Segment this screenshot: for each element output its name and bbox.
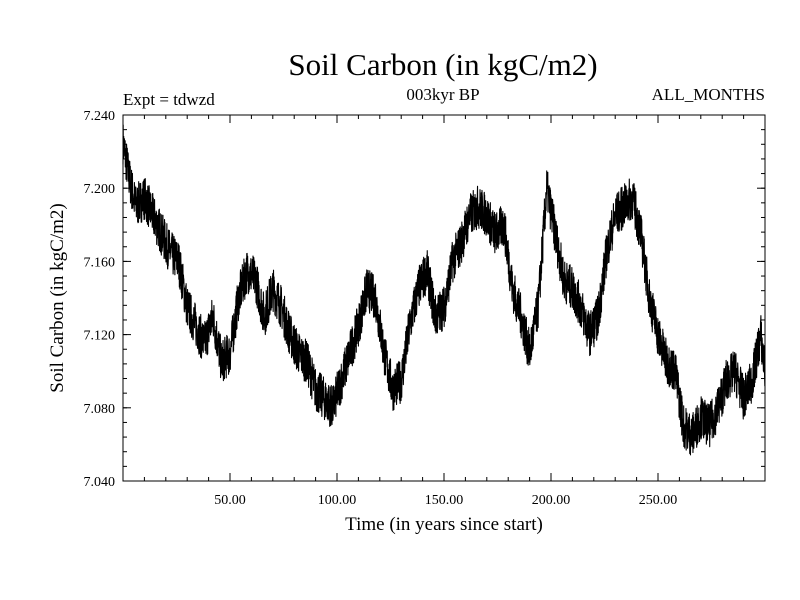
x-tick-label: 50.00 — [214, 493, 246, 508]
x-tick-label: 100.00 — [318, 493, 357, 508]
period-label: 003kyr BP — [406, 85, 479, 104]
x-tick-label: 200.00 — [532, 493, 571, 508]
x-axis-label: Time (in years since start) — [345, 514, 543, 535]
x-tick-label: 150.00 — [425, 493, 464, 508]
x-tick-label: 250.00 — [639, 493, 678, 508]
y-tick-label: 7.120 — [84, 329, 116, 344]
y-tick-label: 7.160 — [84, 255, 116, 270]
y-axis-label: Soil Carbon (in kgC/m2) — [47, 203, 68, 392]
y-tick-label: 7.080 — [84, 402, 116, 417]
months-label: ALL_MONTHS — [652, 85, 765, 104]
y-tick-label: 7.200 — [84, 182, 116, 197]
series-layer — [122, 124, 766, 456]
y-tick-label: 7.040 — [84, 475, 116, 490]
x-axis-ticks: 50.00 100.00 150.00 200.00 250.00 — [143, 115, 745, 508]
experiment-label: Expt = tdwzd — [123, 90, 215, 109]
chart-title: Soil Carbon (in kgC/m2) — [288, 47, 597, 82]
y-tick-label: 7.240 — [84, 109, 116, 124]
plot-frame — [122, 114, 766, 482]
y-axis-ticks: 7.040 7.080 7.120 7.160 7.200 7.240 — [84, 109, 765, 490]
series-line — [122, 124, 766, 456]
